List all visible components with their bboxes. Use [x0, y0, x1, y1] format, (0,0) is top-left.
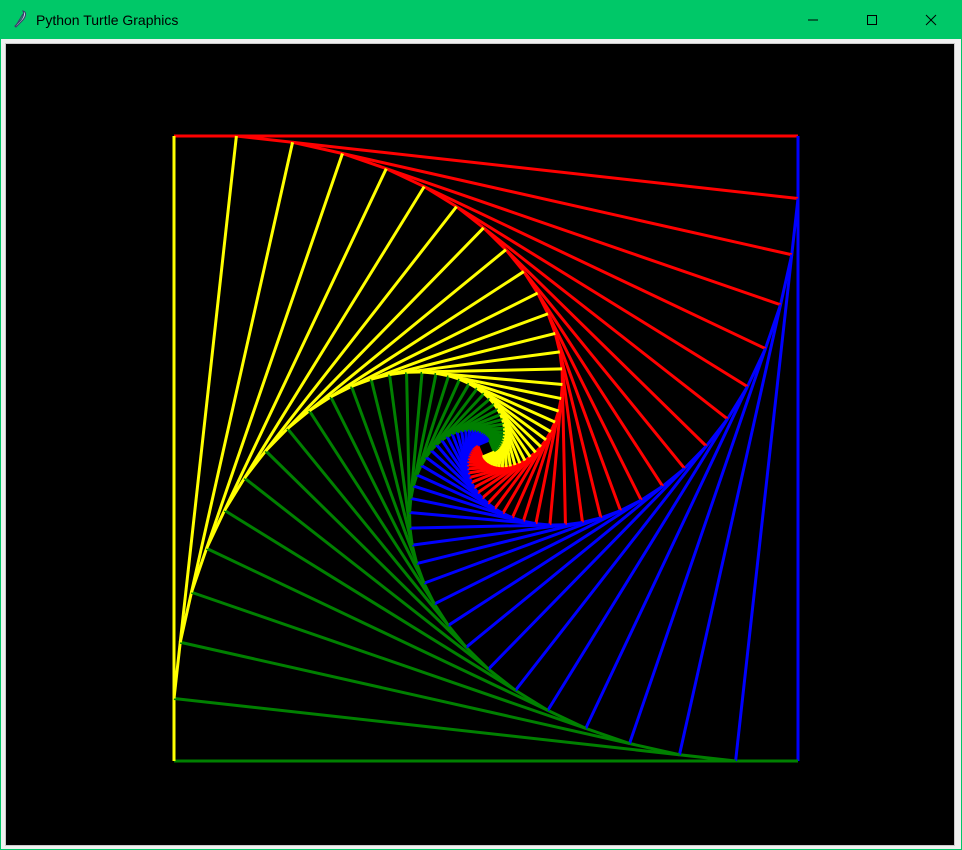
- spiral-segment-yellow: [172, 135, 238, 699]
- spiral-drawing: [172, 134, 800, 763]
- turtle-canvas[interactable]: [5, 43, 955, 846]
- spiral-segment-red: [423, 185, 749, 388]
- spiral-segment-red: [341, 152, 782, 307]
- spiral-segment-yellow: [330, 291, 539, 399]
- spiral-segment-yellow: [350, 312, 549, 388]
- spiral-segment-red: [476, 444, 484, 458]
- close-icon: [925, 14, 937, 25]
- spiral-segment-blue: [447, 485, 664, 627]
- maximize-button[interactable]: [843, 0, 901, 39]
- spiral-segment-blue: [514, 418, 729, 692]
- spiral-segment-yellow: [223, 185, 426, 512]
- spiral-segment-red: [455, 205, 729, 421]
- spiral-segment-yellow: [190, 153, 344, 593]
- spiral-segment-yellow: [481, 450, 496, 459]
- spiral-segment-yellow: [308, 270, 525, 412]
- spiral-segment-blue: [677, 254, 794, 756]
- spiral-segment-green: [179, 640, 680, 757]
- spiral-segment-red: [504, 248, 686, 470]
- spiral-segment-yellow: [243, 205, 458, 479]
- spiral-segment-blue: [465, 467, 686, 649]
- spiral-segment-blue: [476, 438, 491, 447]
- minimize-icon: [808, 19, 818, 20]
- spiral-segment-yellow: [178, 141, 295, 643]
- spiral-segment-blue: [546, 385, 749, 712]
- spiral-segment-yellow: [205, 167, 388, 550]
- spiral-segment-red: [546, 313, 622, 512]
- spiral-segment-green: [350, 385, 426, 584]
- window-client-area: [1, 39, 961, 849]
- spiral-segment-green: [243, 476, 517, 692]
- spiral-segment-green: [308, 409, 450, 627]
- spiral-segment-red: [536, 292, 643, 501]
- spiral-segment-red: [385, 167, 767, 350]
- spiral-segment-blue: [734, 198, 800, 762]
- maximize-icon: [867, 14, 877, 25]
- spiral-segment-green: [264, 449, 490, 671]
- spiral-segment-red: [292, 140, 793, 257]
- spiral-segment-red: [236, 134, 799, 200]
- spiral-segment-blue: [423, 509, 622, 585]
- spiral-segment-blue: [487, 445, 708, 671]
- spiral-segment-green: [488, 439, 496, 453]
- spiral-segment-green: [286, 427, 468, 649]
- spiral-segment-green: [329, 396, 436, 605]
- spiral-segment-green: [223, 509, 549, 712]
- spiral-segment-green: [190, 590, 631, 745]
- spiral-segment-yellow: [264, 226, 485, 452]
- spiral-segment-red: [522, 270, 664, 488]
- spiral-segment-red: [482, 226, 708, 448]
- window-title: Python Turtle Graphics: [36, 12, 179, 28]
- spiral-segment-blue: [433, 498, 642, 606]
- minimize-button[interactable]: [784, 0, 842, 39]
- close-button[interactable]: [902, 0, 960, 39]
- spiral-segment-yellow: [286, 248, 507, 430]
- title-bar[interactable]: Python Turtle Graphics: [0, 0, 962, 39]
- spiral-segment-blue: [584, 347, 767, 730]
- spiral-segment-blue: [628, 304, 782, 744]
- spiral-segment-green: [205, 547, 587, 730]
- feather-icon: [10, 9, 30, 29]
- spiral-segment-green: [173, 697, 736, 763]
